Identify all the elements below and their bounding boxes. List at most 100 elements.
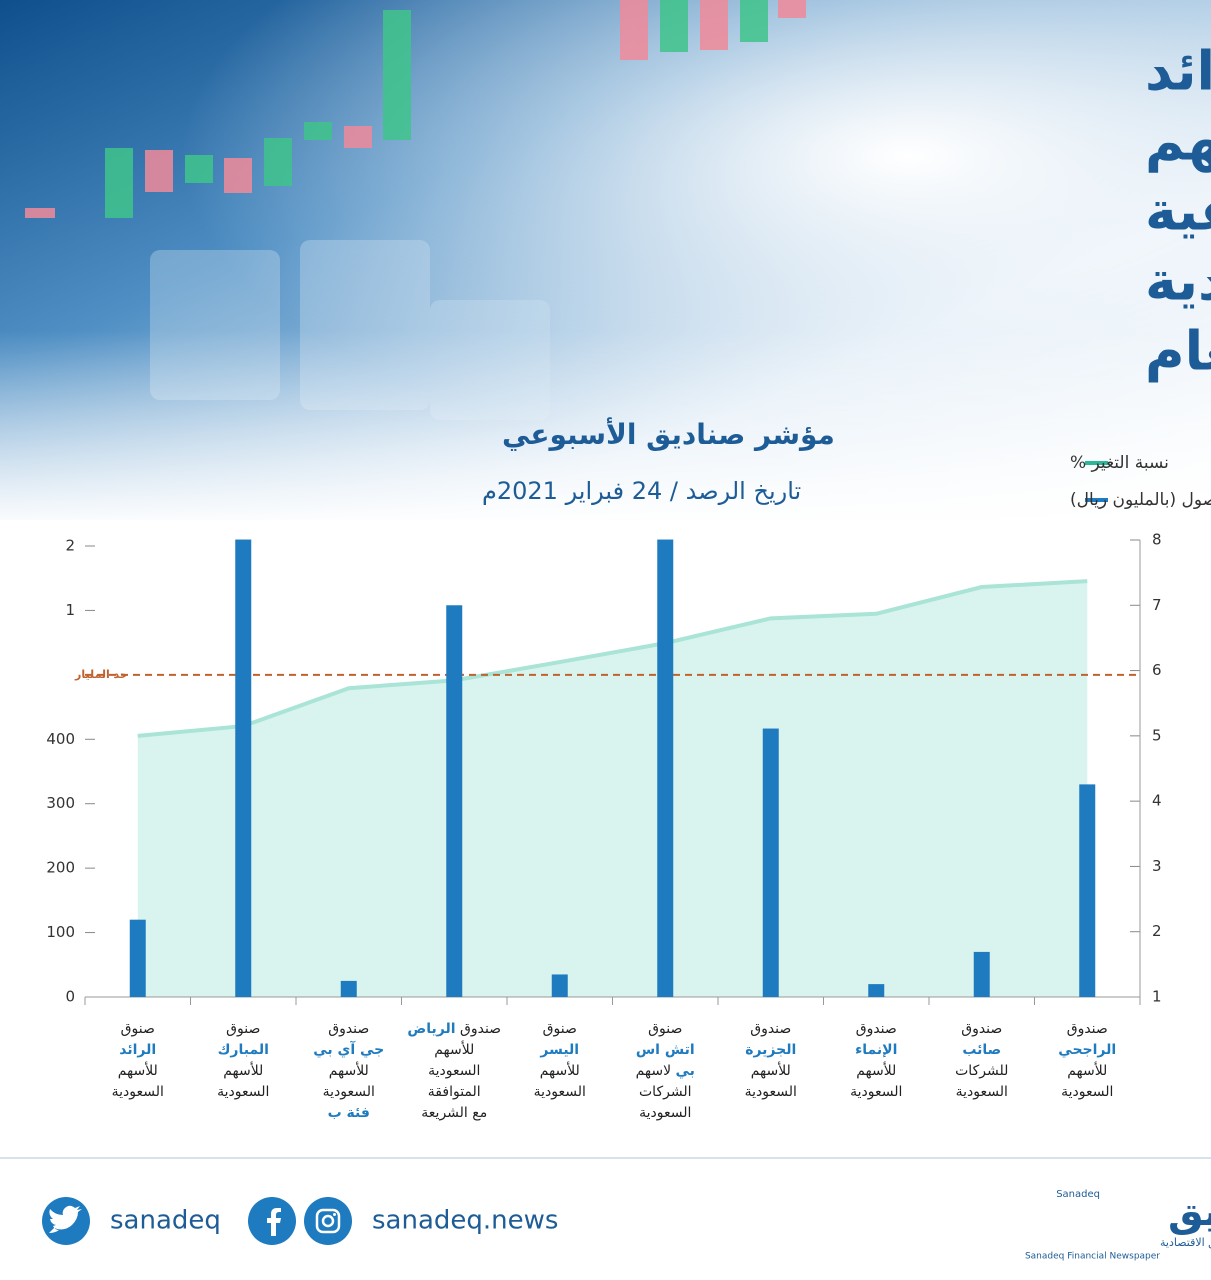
category-label: مع الشريعة: [421, 1105, 487, 1121]
logo-en: Sanadeq: [1056, 1189, 1100, 1200]
fund-name: الجزيرة: [745, 1042, 796, 1058]
category-text: السعودية: [745, 1084, 797, 1100]
category-text: السعودية: [534, 1084, 586, 1100]
title-line: منذ بداية العام: [1145, 320, 1211, 383]
category-text: السعودية: [850, 1084, 902, 1100]
fund-name: الرياض: [407, 1021, 455, 1037]
category-label: الراجحي: [1058, 1042, 1116, 1058]
category-text: للأسهم: [1067, 1061, 1107, 1079]
titles: مؤشر صناديق الأسبوعي تاريخ الرصد / 24 فب…: [482, 417, 835, 505]
category-text: للأسهم: [118, 1061, 158, 1079]
category-text: المتوافقة: [428, 1084, 481, 1100]
category-label: الإنماء: [855, 1042, 897, 1058]
category-text: لاسهم: [636, 1063, 676, 1079]
y2-tick-label: 8: [1152, 531, 1162, 549]
category-text: صندوق: [961, 1021, 1002, 1037]
category-label: اليسر: [539, 1042, 579, 1058]
category-label: المبارك: [218, 1042, 269, 1058]
category-label: السعودية: [1061, 1084, 1113, 1100]
category-label: الرائد: [119, 1042, 156, 1058]
legend-label: حجم الأصول (بالمليون ريال): [1070, 489, 1211, 510]
fund-name: المبارك: [218, 1042, 269, 1058]
category-label: صندوق: [856, 1021, 897, 1037]
category-text: صندوق: [1067, 1021, 1108, 1037]
category-text: صنوق: [121, 1021, 155, 1037]
background: [0, 0, 1211, 530]
fund-name: صائب: [962, 1042, 1001, 1058]
tagline: صحيفة صناديق الاقتصادية: [1160, 1236, 1211, 1250]
category-text: السعودية: [639, 1105, 691, 1121]
category-text: للأسهم: [434, 1040, 474, 1058]
category-text: السعودية: [1061, 1084, 1113, 1100]
asset-bar: [762, 728, 779, 997]
asset-bar: [1079, 784, 1096, 997]
category-text: السعودية: [323, 1084, 375, 1100]
change-line: [137, 579, 1088, 738]
change-area: [137, 581, 1088, 997]
y-tick-label: 2: [65, 536, 75, 554]
asset-bar: [551, 974, 568, 997]
category-text: صندوق: [856, 1021, 897, 1037]
title-line: المحلية الشرعية: [1145, 180, 1211, 243]
category-label: للأسهم: [540, 1061, 580, 1079]
category-label: للأسهم: [751, 1061, 791, 1079]
category-text: صندوق: [456, 1021, 502, 1037]
category-label: صندوق: [961, 1021, 1002, 1037]
asset-bar: [235, 539, 252, 997]
category-text: للشركات: [955, 1063, 1008, 1079]
y-tick-label: 1: [65, 601, 75, 619]
category-text: صندوق: [750, 1021, 791, 1037]
category-label: صندوق: [750, 1021, 791, 1037]
y2-tick-label: 7: [1152, 596, 1162, 614]
category-text: للأسهم: [540, 1061, 580, 1079]
category-label: المتوافقة: [428, 1084, 481, 1100]
y2-tick-label: 6: [1152, 661, 1162, 679]
category-label: للشركات: [955, 1063, 1008, 1079]
category-label: السعودية: [534, 1084, 586, 1100]
fund-name: الراجحي: [1058, 1042, 1116, 1058]
legend-label: نسبة التغير %: [1070, 453, 1169, 473]
category-label: للأسهم: [856, 1061, 896, 1079]
category-label: بي لاسهم: [636, 1063, 695, 1079]
category-label: صندوق: [1067, 1021, 1108, 1037]
asset-bar: [973, 951, 990, 997]
category-text: للأسهم: [223, 1061, 263, 1079]
fund-name: بي: [676, 1063, 695, 1079]
y2-tick-label: 5: [1152, 726, 1162, 744]
title-line: أعلى عوائد: [1145, 36, 1211, 103]
category-text: السعودية: [112, 1084, 164, 1100]
category-label: صنوق: [543, 1021, 577, 1037]
subtitle: مؤشر صناديق الأسبوعي: [502, 417, 835, 451]
y-tick-label: 300: [46, 794, 75, 812]
category-label: للأسهم: [329, 1061, 369, 1079]
threshold-label: حد المليار: [74, 668, 128, 681]
y-tick-label: 100: [46, 923, 75, 941]
date: تاريخ الرصد / 24 فبراير 2021م: [482, 477, 801, 505]
category-text: صنوق: [648, 1021, 682, 1037]
asset-bar: [446, 605, 463, 997]
twitter-handle: sanadeq: [110, 1206, 221, 1236]
fund-name: جي آي بي: [313, 1040, 384, 1059]
fund-name: اليسر: [539, 1042, 579, 1058]
category-label: السعودية: [428, 1063, 480, 1079]
category-label: صنوق: [648, 1021, 682, 1037]
category-text: للأسهم: [856, 1061, 896, 1079]
category-label: صنوق: [121, 1021, 155, 1037]
category-text: صنوق: [543, 1021, 577, 1037]
y2-tick-label: 1: [1152, 988, 1162, 1006]
category-label: الجزيرة: [745, 1042, 796, 1058]
category-text: السعودية: [428, 1063, 480, 1079]
footer-decor: [0, 1157, 1211, 1245]
logo: صناديق: [1168, 1189, 1211, 1235]
category-label: السعودية: [956, 1084, 1008, 1100]
category-label: السعودية: [850, 1084, 902, 1100]
asset-bar: [657, 539, 674, 997]
fund-name: الرائد: [119, 1042, 156, 1058]
y-tick-label: 200: [46, 859, 75, 877]
category-text: للأسهم: [751, 1061, 791, 1079]
category-label: السعودية: [323, 1084, 375, 1100]
category-label: للأسهم: [434, 1040, 474, 1058]
y-tick-label: 400: [46, 730, 75, 748]
y-tick-label: 0: [65, 988, 75, 1006]
